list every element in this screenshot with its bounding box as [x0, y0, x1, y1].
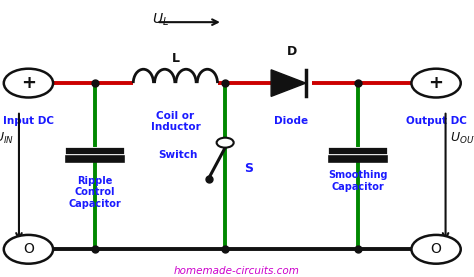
Text: Coil or
Inductor: Coil or Inductor: [151, 111, 200, 132]
Text: S: S: [244, 163, 253, 175]
Circle shape: [411, 235, 461, 264]
Text: O: O: [23, 242, 34, 256]
Text: L: L: [172, 52, 179, 65]
Text: Output DC: Output DC: [406, 116, 466, 126]
Polygon shape: [271, 70, 306, 96]
Circle shape: [4, 235, 53, 264]
Text: Switch: Switch: [158, 150, 198, 160]
Circle shape: [411, 69, 461, 98]
Text: +: +: [428, 74, 444, 92]
Circle shape: [217, 138, 234, 148]
Text: Ripple
Control
Capacitor: Ripple Control Capacitor: [68, 176, 121, 209]
Text: O: O: [431, 242, 441, 256]
Text: Diode: Diode: [274, 116, 309, 126]
Text: $U_L$: $U_L$: [152, 11, 169, 28]
Text: D: D: [286, 45, 297, 58]
Text: $U_{OUT}$: $U_{OUT}$: [450, 131, 474, 146]
Text: $U_{IN}$: $U_{IN}$: [0, 131, 14, 146]
Text: Smoothing
Capacitor: Smoothing Capacitor: [328, 170, 388, 192]
Text: +: +: [21, 74, 36, 92]
Text: homemade-circuits.com: homemade-circuits.com: [174, 266, 300, 276]
Text: Input DC: Input DC: [3, 116, 54, 126]
Circle shape: [4, 69, 53, 98]
